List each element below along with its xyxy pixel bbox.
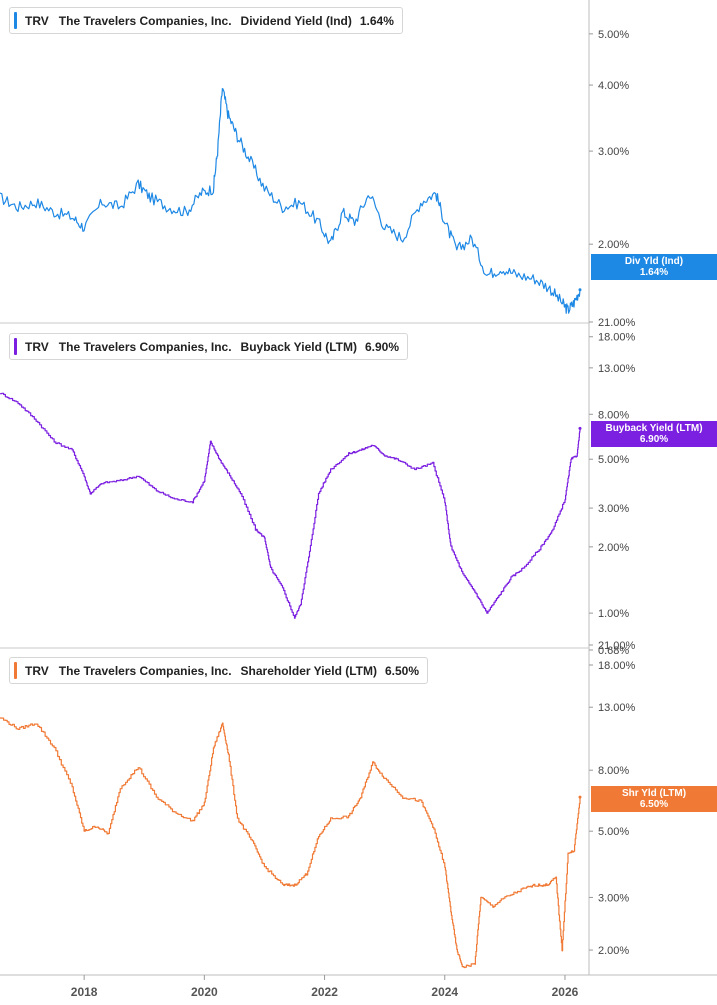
y-tick-label: 4.00% xyxy=(598,80,629,92)
legend-ticker: TRV xyxy=(25,663,49,678)
y-tick-label: 0.68% xyxy=(598,645,629,657)
badge-value: 6.50% xyxy=(639,799,669,810)
last-point-marker xyxy=(578,288,582,292)
x-tick-label: 2020 xyxy=(191,985,218,999)
legend-ticker: TRV xyxy=(25,13,49,28)
badge-buyback-yield: Buyback Yield (LTM) 6.90% xyxy=(591,421,717,447)
legend-value: 6.50% xyxy=(385,663,420,678)
badge-label: Buyback Yield (LTM) xyxy=(605,423,703,434)
x-tick-label: 2026 xyxy=(552,985,579,999)
badge-label: Shr Yld (LTM) xyxy=(621,788,687,799)
y-tick-label: 3.00% xyxy=(598,892,629,904)
x-tick-label: 2024 xyxy=(431,985,458,999)
y-tick-label: 8.00% xyxy=(598,765,629,777)
x-tick-label: 2018 xyxy=(71,985,98,999)
legend-value: 6.90% xyxy=(365,339,400,354)
legend-company: The Travelers Companies, Inc. xyxy=(58,13,232,28)
x-tick-label: 2022 xyxy=(311,985,338,999)
series-line-1 xyxy=(0,392,581,619)
last-point-marker xyxy=(578,795,582,799)
y-tick-label: 13.00% xyxy=(598,702,636,714)
y-tick-label: 8.00% xyxy=(598,409,629,421)
y-tick-label: 1.00% xyxy=(598,608,629,620)
y-tick-label: 18.00% xyxy=(598,660,636,672)
y-tick-label: 21.00% xyxy=(598,317,636,329)
y-tick-label: 5.00% xyxy=(598,454,629,466)
series-line-2 xyxy=(0,717,581,969)
badge-value: 6.90% xyxy=(639,434,669,445)
series-color-swatch xyxy=(14,338,17,355)
legend-dividend-yield: TRV The Travelers Companies, Inc. Divide… xyxy=(9,7,403,34)
y-tick-label: 5.00% xyxy=(598,826,629,838)
y-tick-label: 2.00% xyxy=(598,945,629,957)
legend-company: The Travelers Companies, Inc. xyxy=(58,339,232,354)
series-color-swatch xyxy=(14,12,17,29)
badge-shareholder-yield: Shr Yld (LTM) 6.50% xyxy=(591,786,717,812)
badge-dividend-yield: Div Yld (Ind) 1.64% xyxy=(591,254,717,280)
legend-metric: Buyback Yield (LTM) xyxy=(240,339,357,354)
legend-company: The Travelers Companies, Inc. xyxy=(58,663,232,678)
series-line-0 xyxy=(0,88,581,314)
legend-ticker: TRV xyxy=(25,339,49,354)
legend-metric: Dividend Yield (Ind) xyxy=(240,13,352,28)
series-color-swatch xyxy=(14,662,17,679)
last-point-marker xyxy=(578,426,582,430)
legend-value: 1.64% xyxy=(359,13,394,28)
y-tick-label: 2.00% xyxy=(598,239,629,251)
y-tick-label: 21.00% xyxy=(598,640,636,652)
y-tick-label: 3.00% xyxy=(598,146,629,158)
legend-shareholder-yield: TRV The Travelers Companies, Inc. Shareh… xyxy=(9,657,429,684)
y-tick-label: 3.00% xyxy=(598,503,629,515)
legend-metric: Shareholder Yield (LTM) xyxy=(240,663,377,678)
legend-buyback-yield: TRV The Travelers Companies, Inc. Buybac… xyxy=(9,333,409,360)
y-tick-label: 13.00% xyxy=(598,363,636,375)
badge-label: Div Yld (Ind) xyxy=(624,256,684,267)
badge-value: 1.64% xyxy=(639,267,669,278)
y-tick-label: 2.00% xyxy=(598,542,629,554)
y-tick-label: 5.00% xyxy=(598,29,629,41)
y-tick-label: 18.00% xyxy=(598,332,636,344)
